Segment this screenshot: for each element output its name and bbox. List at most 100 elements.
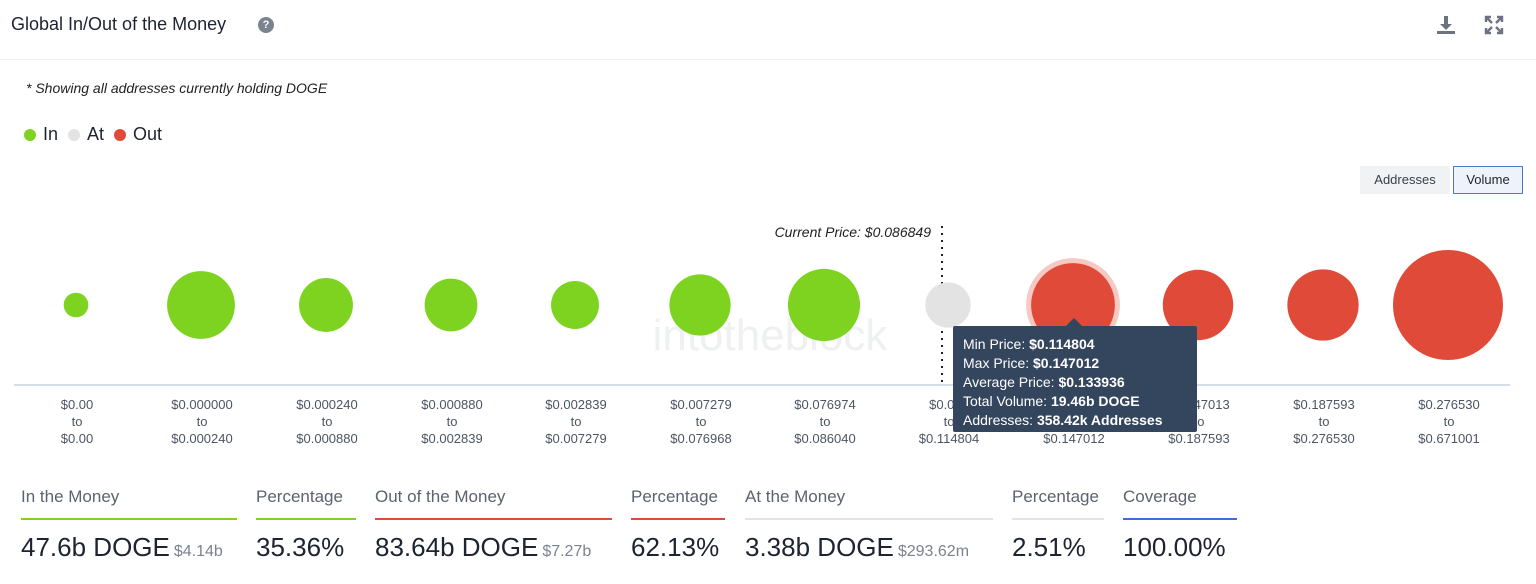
tooltip-row: Addresses: 358.42k Addresses [963, 412, 1163, 428]
bubble-at[interactable] [925, 282, 971, 328]
bucket-range-label: $0.000240 [171, 431, 232, 446]
expand-icon[interactable] [1483, 14, 1505, 36]
legend-at-dot [68, 128, 81, 141]
bucket-range-label: $0.086040 [794, 431, 855, 446]
bubble-in[interactable] [63, 292, 89, 318]
bucket-range-label: $0.007279 [545, 431, 606, 446]
stat-value: 62.13% [631, 532, 720, 562]
legend-in-dot [24, 128, 36, 141]
bucket-range-label: $0.276530 [1293, 431, 1354, 446]
tooltip-arrow [1066, 318, 1082, 326]
bucket-range-label: $0.002839 [421, 431, 482, 446]
stat-coverage: Coverage 100.00% [1123, 487, 1237, 563]
stat-underline [375, 518, 612, 520]
bubble-out[interactable] [1162, 269, 1234, 341]
legend: In At Out [24, 124, 172, 145]
bucket-range-label: to [1194, 414, 1205, 429]
legend-at-label: At [87, 124, 105, 144]
bucket-range-label: $0.147012 [1043, 431, 1104, 446]
bubble-in[interactable] [424, 278, 478, 332]
stat-at-percentage: Percentage 2.51% [1012, 487, 1104, 563]
stat-at-the-money: At the Money 3.38b DOGE $293.62m [745, 487, 993, 563]
bucket-range-label: $0.187593 [1293, 397, 1354, 412]
bucket-range-label: to [696, 414, 707, 429]
bucket-range-label: $0.007279 [670, 397, 731, 412]
legend-in-label: In [43, 124, 59, 144]
question-circle-icon[interactable]: ? [258, 17, 274, 33]
stat-value: 3.38b DOGE $293.62m [745, 532, 970, 562]
bucket-range-label: $0.000880 [421, 397, 482, 412]
stat-out-percentage: Percentage 62.13% [631, 487, 725, 563]
bubble-out[interactable] [1393, 250, 1503, 360]
stat-value: 83.64b DOGE $7.27b [375, 532, 592, 562]
widget-header: Global In/Out of the Money ? [0, 0, 1536, 60]
holding-note: * Showing all addresses currently holdin… [26, 80, 328, 96]
stat-value: 100.00% [1123, 532, 1226, 562]
bubble-out[interactable] [1287, 269, 1359, 341]
bucket-range-label: $0.276530 [1418, 397, 1479, 412]
bucket-range-label: to [72, 414, 83, 429]
stat-out-of-the-money: Out of the Money 83.64b DOGE $7.27b [375, 487, 612, 563]
bucket-range-label: $0.187593 [1168, 431, 1229, 446]
bucket-range-label: to [322, 414, 333, 429]
legend-in[interactable]: In [24, 124, 58, 145]
tooltip-row: Min Price: $0.114804 [963, 336, 1095, 352]
stat-underline [745, 518, 993, 520]
bucket-range-label: $0.00 [61, 397, 94, 412]
stat-usd-value: $293.62m [897, 543, 970, 560]
stat-usd-value: $7.27b [542, 543, 592, 560]
bucket-range-label: $0.000240 [296, 397, 357, 412]
bucket-range-label: to [944, 414, 955, 429]
widget-title: Global In/Out of the Money [11, 14, 227, 34]
bubble-out[interactable] [1031, 263, 1115, 347]
bucket-range-label: to [1319, 414, 1330, 429]
tooltip-row: Max Price: $0.147012 [963, 355, 1100, 371]
tooltip-row: Total Volume: 19.46b DOGE [963, 393, 1140, 409]
stat-label: Percentage [256, 487, 343, 506]
bucket-range-label: $0.114804 [919, 431, 980, 446]
bucket-range-label: $0.076968 [670, 431, 731, 446]
current-price-label: Current Price: $0.086849 [775, 224, 932, 240]
bubble-in[interactable] [787, 268, 861, 342]
stat-underline [256, 518, 356, 520]
stat-underline [631, 518, 725, 520]
stat-label: In the Money [21, 487, 120, 506]
stat-underline [21, 518, 237, 520]
download-icon[interactable] [1435, 14, 1457, 36]
legend-out-label: Out [133, 124, 163, 144]
bucket-range-label: to [571, 414, 582, 429]
bucket-range-label: to [197, 414, 208, 429]
bucket-range-label: $0.671001 [1418, 431, 1479, 446]
bubble-in[interactable] [167, 271, 235, 339]
bucket-range-label: to [1444, 414, 1455, 429]
stat-label: At the Money [745, 487, 846, 506]
bucket-range-label: to [820, 414, 831, 429]
stat-in-percentage: Percentage 35.36% [256, 487, 356, 563]
bucket-range-label: $0.002839 [545, 397, 606, 412]
stat-value: 35.36% [256, 532, 345, 562]
stat-label: Percentage [631, 487, 718, 506]
stat-underline [1123, 518, 1237, 520]
stat-label: Out of the Money [375, 487, 506, 506]
bucket-range-label: $0.076974 [794, 397, 855, 412]
stat-in-the-money: In the Money 47.6b DOGE $4.14b [21, 487, 237, 563]
stat-label: Percentage [1012, 487, 1099, 506]
volume-toggle-button[interactable]: Volume [1453, 166, 1523, 194]
bucket-range-label: $0.000880 [296, 431, 357, 446]
tooltip-row: Average Price: $0.133936 [963, 374, 1125, 390]
stat-value: 2.51% [1012, 532, 1086, 562]
bucket-range-label: to [447, 414, 458, 429]
bucket-range-label: $0.000000 [171, 397, 232, 412]
stat-value: 47.6b DOGE $4.14b [21, 532, 223, 562]
legend-out[interactable]: Out [114, 124, 162, 145]
bucket-tooltip: Min Price: $0.114804 Max Price: $0.14701… [953, 326, 1197, 432]
addresses-toggle-button[interactable]: Addresses [1360, 166, 1450, 194]
bucket-range-label: $0.00 [61, 431, 94, 446]
bubble-in[interactable] [669, 274, 731, 336]
legend-out-dot [114, 128, 127, 141]
stat-usd-value: $4.14b [173, 543, 223, 560]
bubble-in[interactable] [551, 281, 599, 329]
legend-at[interactable]: At [68, 124, 104, 145]
bubble-in[interactable] [299, 278, 353, 332]
